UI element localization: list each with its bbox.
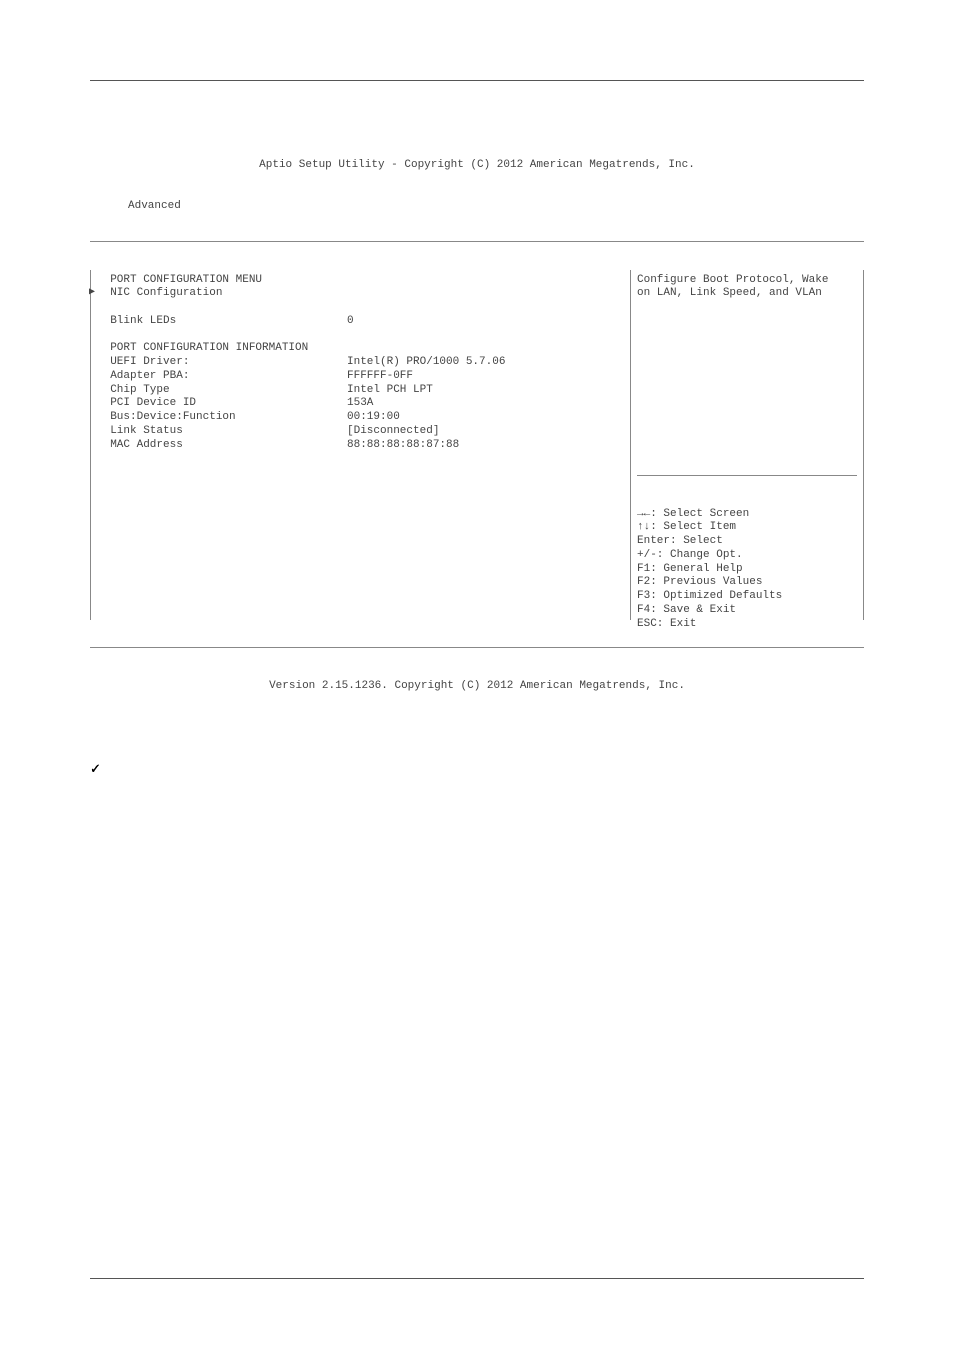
page: Aptio Setup Utility - Copyright (C) 2012… bbox=[0, 0, 954, 1349]
bios-screenshot: Aptio Setup Utility - Copyright (C) 2012… bbox=[90, 131, 864, 721]
submenu-pointer-icon: ▶ bbox=[89, 287, 95, 300]
bios-left-labels: PORT CONFIGURATION MENU NIC Configuratio… bbox=[97, 274, 347, 616]
bios-title: Aptio Setup Utility - Copyright (C) 2012… bbox=[90, 159, 864, 173]
bios-key-legend: →←: Select Screen ↑↓: Select Item Enter:… bbox=[637, 508, 857, 632]
bios-left-pane: ▶ PORT CONFIGURATION MENU NIC Configurat… bbox=[91, 270, 631, 620]
bios-box-top-border bbox=[90, 241, 864, 242]
bios-right-pane: Configure Boot Protocol, Wake on LAN, Li… bbox=[631, 270, 863, 620]
bios-help-description: Configure Boot Protocol, Wake on LAN, Li… bbox=[637, 274, 857, 444]
bios-body: ▶ PORT CONFIGURATION MENU NIC Configurat… bbox=[90, 270, 864, 620]
bios-tab-label: Advanced bbox=[90, 200, 864, 214]
bios-version-line: Version 2.15.1236. Copyright (C) 2012 Am… bbox=[90, 680, 864, 694]
bios-left-values: 0 Intel(R) PRO/1000 5.7.06 FFFFFF-0FF In… bbox=[347, 274, 624, 616]
bios-help-divider bbox=[637, 475, 857, 476]
bottom-rule bbox=[90, 1278, 864, 1279]
checkmark-icon: ✓ bbox=[90, 761, 101, 777]
top-rule bbox=[90, 80, 864, 81]
